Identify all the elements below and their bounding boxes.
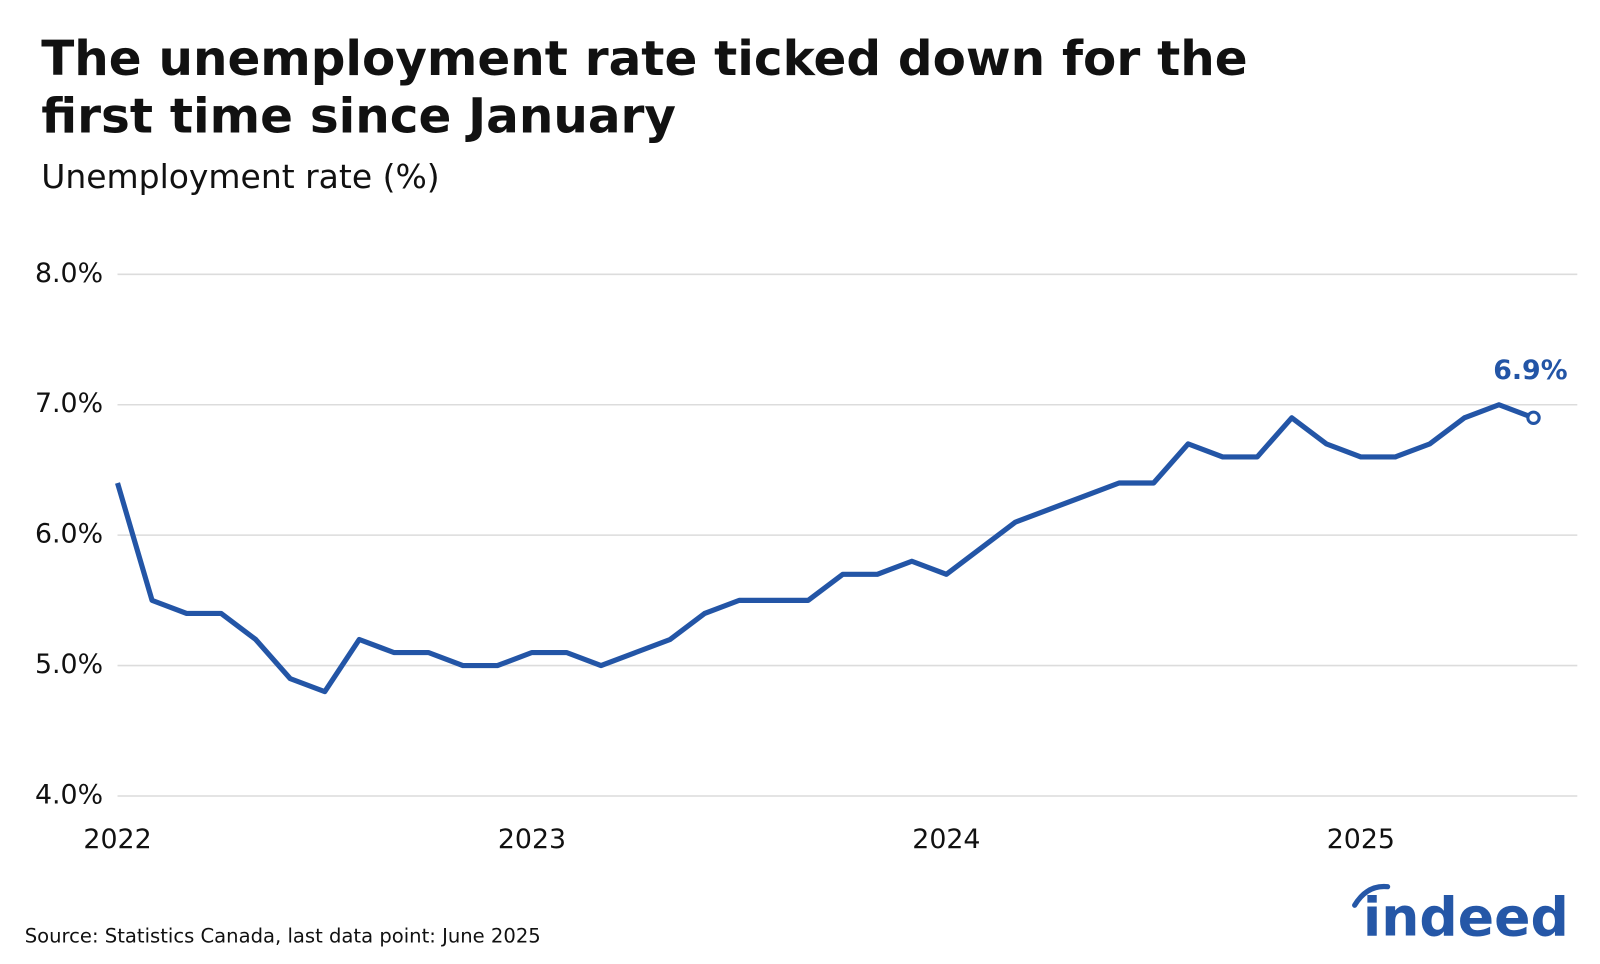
y-tick-label: 4.0%: [35, 779, 103, 810]
source: Source: Statistics Canada, last data poi…: [25, 925, 541, 948]
end-marker: [1526, 410, 1541, 425]
chart-subtitle: Unemployment rate (%): [41, 157, 439, 196]
x-tick-label: 2024: [912, 824, 980, 855]
y-tick-label: 5.0%: [35, 649, 103, 680]
logo-arc: [1352, 883, 1391, 908]
logo: indeed: [1363, 885, 1569, 948]
line: [115, 402, 1535, 695]
value-label: 6.9%: [1493, 355, 1567, 386]
chart-title: first time since January: [41, 89, 676, 145]
y-tick-label: 8.0%: [35, 258, 103, 289]
x-tick-label: 2023: [498, 824, 566, 855]
chart-title: The unemployment rate ticked down for th…: [41, 31, 1247, 87]
x-tick-label: 2022: [83, 824, 151, 855]
y-tick-label: 6.0%: [35, 519, 103, 550]
y-tick-label: 7.0%: [35, 388, 103, 419]
x-tick-label: 2025: [1327, 824, 1395, 855]
